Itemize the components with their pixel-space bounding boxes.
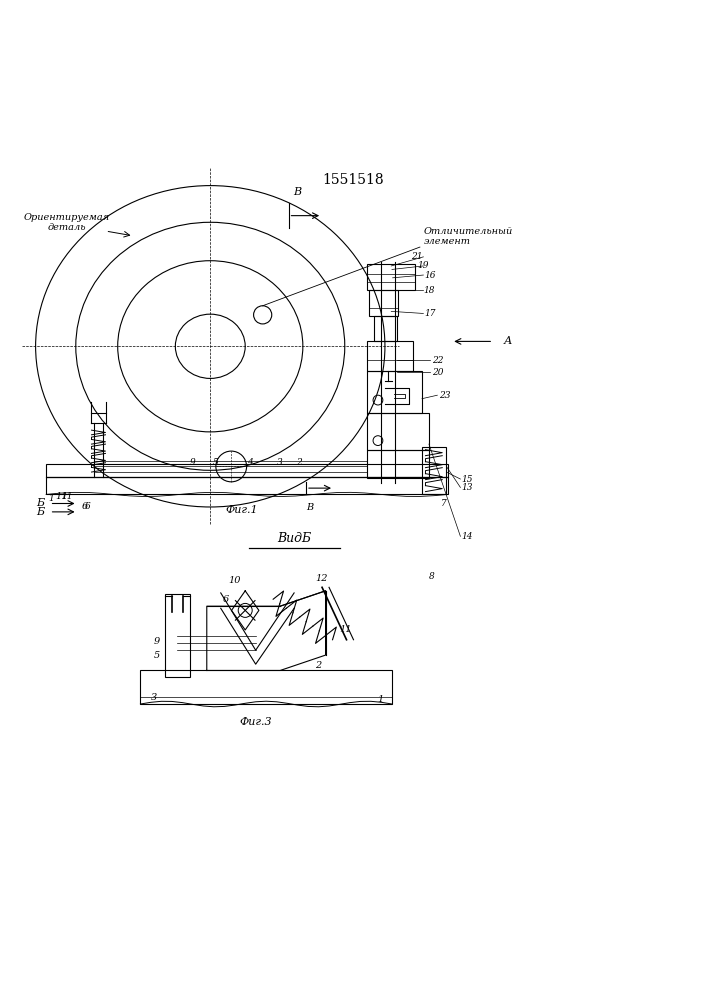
Text: 22: 22 [432, 356, 443, 365]
Bar [46, 477, 448, 494]
Text: 1551518: 1551518 [322, 173, 385, 187]
Text: 23: 23 [439, 391, 450, 400]
Text: Б: Б [37, 498, 45, 508]
Text: 6: 6 [85, 502, 90, 511]
Text: 16: 16 [425, 271, 436, 280]
Bar [368, 371, 422, 413]
Text: 11: 11 [339, 625, 351, 634]
Text: Фиг.3: Фиг.3 [240, 717, 272, 727]
Text: 9: 9 [189, 458, 195, 467]
Text: 7: 7 [441, 499, 447, 508]
Text: 1: 1 [377, 695, 383, 704]
Text: 6: 6 [81, 502, 88, 511]
Text: 11: 11 [62, 492, 73, 501]
Text: В: В [293, 187, 302, 197]
Bar [368, 341, 413, 371]
Bar [375, 316, 397, 341]
Text: 13: 13 [462, 483, 473, 492]
Text: Отличительный
элемент: Отличительный элемент [423, 227, 513, 246]
Text: 20: 20 [432, 368, 443, 377]
Text: Ориентируемая
деталь: Ориентируемая деталь [24, 213, 110, 232]
Text: 6: 6 [223, 595, 230, 604]
Text: 4: 4 [247, 458, 253, 467]
Text: А: А [503, 336, 512, 346]
Text: 19: 19 [418, 261, 429, 270]
Text: 21: 21 [411, 252, 422, 261]
Bar [141, 670, 392, 704]
Text: 10: 10 [228, 576, 241, 585]
Text: 11: 11 [55, 492, 68, 501]
Bar [368, 264, 415, 290]
Bar [165, 594, 190, 677]
Bar [368, 413, 429, 450]
Bar [46, 464, 448, 477]
Text: 12: 12 [316, 574, 328, 583]
Bar [369, 290, 398, 316]
Text: 5: 5 [153, 651, 160, 660]
Text: 17: 17 [425, 309, 436, 318]
Text: 3: 3 [276, 458, 282, 467]
Text: 3: 3 [151, 693, 158, 702]
Text: В: В [306, 503, 313, 512]
Text: Б: Б [37, 507, 45, 517]
Text: ВидБ: ВидБ [277, 532, 311, 545]
Text: 2: 2 [315, 661, 322, 670]
Text: 9: 9 [153, 637, 160, 646]
Text: 14: 14 [462, 532, 473, 541]
Text: 2: 2 [296, 458, 302, 467]
Text: 8: 8 [429, 572, 435, 581]
Text: 15: 15 [462, 475, 473, 484]
Bar [422, 447, 446, 494]
Text: 5: 5 [212, 458, 218, 467]
Text: 1: 1 [48, 494, 54, 503]
Text: Фиг.1: Фиг.1 [226, 505, 258, 515]
Text: 18: 18 [423, 286, 435, 295]
Bar [368, 450, 429, 478]
